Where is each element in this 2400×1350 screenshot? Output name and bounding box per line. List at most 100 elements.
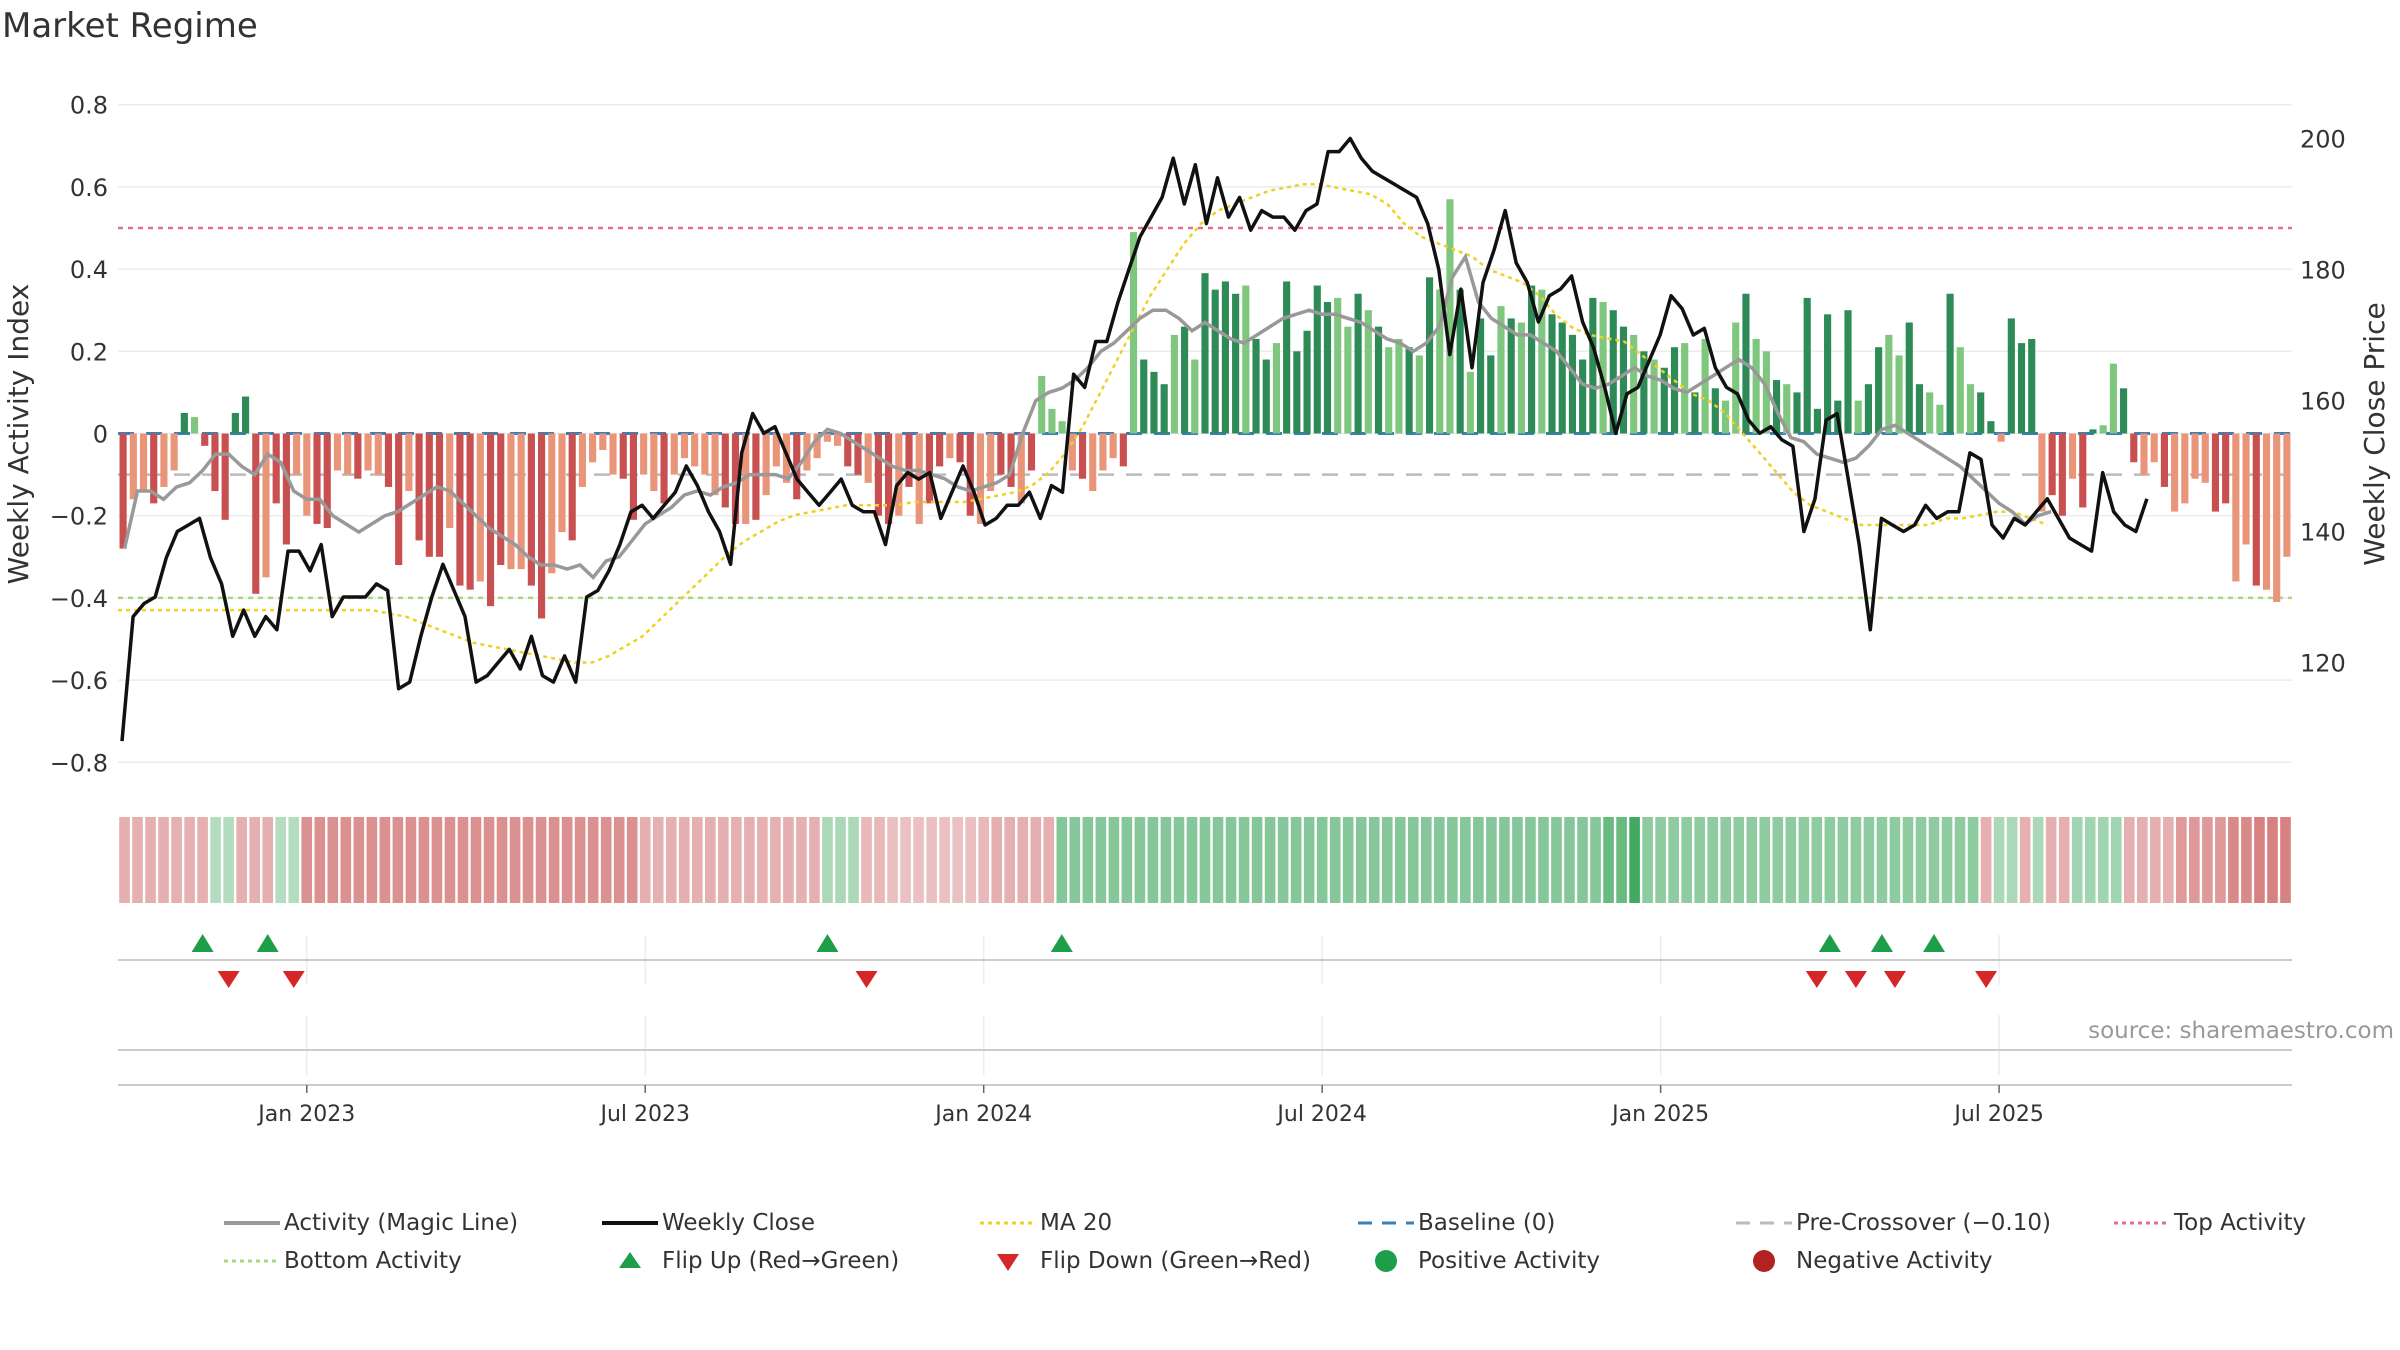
- activity-bar: [1405, 347, 1413, 434]
- regime-cell: [626, 817, 638, 903]
- activity-bar: [323, 433, 331, 529]
- regime-cell: [796, 817, 807, 903]
- activity-bar: [1313, 285, 1321, 434]
- regime-cell: [861, 817, 872, 903]
- regime-cell: [171, 817, 182, 903]
- regime-cell: [158, 817, 169, 903]
- regime-cell: [223, 817, 234, 903]
- activity-bar: [1721, 400, 1730, 434]
- regime-cell: [262, 817, 274, 903]
- activity-bar: [1129, 232, 1138, 434]
- activity-bar: [2171, 433, 2179, 512]
- legend-item: Flip Down (Green→Red): [976, 1246, 1354, 1276]
- regime-cell: [1303, 817, 1315, 903]
- activity-bar: [1181, 326, 1189, 434]
- regime-cell: [913, 817, 924, 903]
- flip-down-marker: [217, 971, 240, 988]
- triangle-down-red-icon: [976, 1246, 1040, 1276]
- regime-cell: [1720, 817, 1732, 903]
- regime-cell: [119, 817, 130, 903]
- activity-bar: [568, 433, 576, 541]
- regime-cell: [783, 817, 794, 903]
- regime-cell: [1772, 817, 1784, 903]
- legend-label: Top Activity: [2174, 1210, 2307, 1236]
- regime-cell: [639, 817, 651, 903]
- activity-bar: [1078, 433, 1087, 479]
- activity-bar: [517, 433, 525, 570]
- y2-tick-label: 180: [2300, 257, 2346, 285]
- activity-bar: [1323, 301, 1332, 434]
- regime-cell: [2254, 817, 2265, 903]
- activity-bar: [589, 433, 597, 463]
- regime-cell: [1928, 817, 1940, 903]
- activity-bar: [823, 433, 831, 442]
- regime-cell: [2006, 817, 2018, 903]
- activity-bar: [2222, 433, 2230, 504]
- regime-cell: [2032, 817, 2044, 903]
- regime-cell: [2280, 817, 2291, 903]
- activity-bar: [976, 433, 985, 524]
- activity-bar: [1293, 351, 1301, 434]
- regime-cell: [2241, 817, 2252, 903]
- regime-cell: [249, 817, 260, 903]
- activity-bar: [2120, 388, 2128, 434]
- regime-cell: [301, 817, 313, 903]
- activity-bar: [1017, 433, 1025, 504]
- regime-cell: [2189, 817, 2200, 903]
- activity-bar: [2262, 433, 2271, 590]
- activity-bar: [813, 433, 821, 459]
- activity-bar: [1854, 400, 1862, 434]
- activity-bar: [691, 433, 699, 467]
- activity-bar: [374, 433, 382, 475]
- regime-cell: [770, 817, 781, 903]
- line-solid-black-icon: [598, 1208, 662, 1238]
- regime-cell: [210, 817, 221, 903]
- regime-cell: [1290, 817, 1302, 903]
- regime-cell: [926, 817, 937, 903]
- regime-cell: [978, 817, 990, 903]
- activity-bar: [854, 433, 862, 475]
- activity-bar: [1885, 334, 1893, 434]
- regime-cell: [509, 817, 521, 903]
- y2-tick-label: 160: [2300, 388, 2346, 416]
- activity-bar: [1579, 359, 1587, 434]
- activity-bar: [1058, 421, 1066, 434]
- regime-cell: [366, 817, 378, 903]
- flip-up-marker: [191, 934, 214, 952]
- activity-bar: [1956, 347, 1964, 434]
- legend-label: Activity (Magic Line): [284, 1210, 519, 1236]
- activity-bar: [987, 433, 995, 492]
- flip-down-marker: [1805, 971, 1828, 988]
- activity-bar: [1803, 297, 1811, 434]
- weekly-close-line: [120, 136, 2149, 742]
- regime-cell: [965, 817, 976, 903]
- regime-cell: [2267, 817, 2278, 903]
- activity-bar: [2140, 433, 2148, 475]
- activity-bar: [660, 433, 668, 504]
- regime-cell: [1225, 817, 1237, 903]
- activity-bar: [844, 433, 852, 467]
- activity-bar: [211, 433, 219, 492]
- regime-cell: [2150, 817, 2161, 903]
- regime-cell: [1850, 817, 1862, 903]
- regime-cell: [1355, 817, 1367, 903]
- activity-bar: [2181, 433, 2189, 504]
- activity-bar: [1650, 359, 1658, 434]
- activity-bar: [221, 433, 229, 520]
- regime-cell: [1590, 817, 1601, 903]
- regime-cell: [1798, 817, 1810, 903]
- regime-cell: [1407, 817, 1419, 903]
- regime-cell: [1004, 817, 1016, 903]
- x-tick-label: Jan 2024: [933, 1102, 1032, 1127]
- regime-cell: [483, 817, 495, 903]
- activity-bar: [1283, 281, 1291, 434]
- source-note: source: sharemaestro.com: [2088, 1018, 2394, 1044]
- regime-cell: [874, 817, 885, 903]
- y-tick-label: 0.4: [70, 256, 108, 284]
- activity-bar: [486, 433, 495, 607]
- regime-cell: [2110, 817, 2122, 903]
- regime-cell: [848, 817, 859, 903]
- regime-cell: [2097, 817, 2109, 903]
- activity-bar: [190, 417, 199, 434]
- activity-bar: [1864, 384, 1872, 434]
